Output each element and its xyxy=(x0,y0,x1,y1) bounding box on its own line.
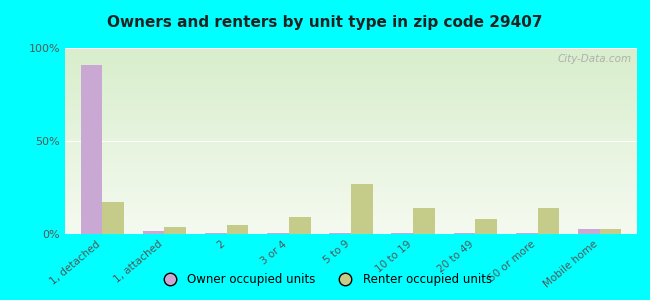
Bar xyxy=(538,208,559,234)
Bar xyxy=(289,217,311,234)
Bar xyxy=(413,208,435,234)
Bar xyxy=(475,219,497,234)
Bar xyxy=(267,233,289,234)
Bar xyxy=(330,233,351,234)
Bar xyxy=(227,225,248,234)
Bar xyxy=(164,227,187,234)
Bar xyxy=(143,231,164,234)
Bar xyxy=(81,65,102,234)
Text: Owners and renters by unit type in zip code 29407: Owners and renters by unit type in zip c… xyxy=(107,15,543,30)
Text: City-Data.com: City-Data.com xyxy=(557,54,631,64)
Bar xyxy=(578,229,600,234)
Legend: Owner occupied units, Renter occupied units: Owner occupied units, Renter occupied un… xyxy=(153,269,497,291)
Bar xyxy=(600,229,621,234)
Bar xyxy=(351,184,372,234)
Bar xyxy=(515,233,538,234)
Bar xyxy=(102,202,124,234)
Bar xyxy=(454,233,475,234)
Bar xyxy=(391,233,413,234)
Bar xyxy=(205,233,227,234)
